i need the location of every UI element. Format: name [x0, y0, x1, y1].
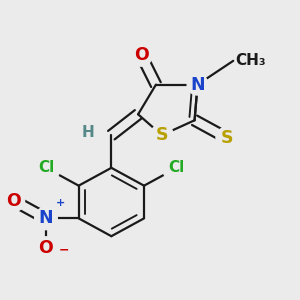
- Circle shape: [163, 154, 191, 182]
- Text: S: S: [156, 126, 168, 144]
- Circle shape: [187, 74, 208, 95]
- Text: −: −: [58, 243, 69, 256]
- Text: S: S: [221, 129, 233, 147]
- Text: O: O: [39, 239, 53, 257]
- Text: N: N: [190, 76, 205, 94]
- Text: +: +: [56, 199, 65, 208]
- Text: O: O: [134, 46, 148, 64]
- Circle shape: [2, 189, 25, 212]
- Text: N: N: [39, 209, 53, 227]
- Text: O: O: [6, 191, 21, 209]
- Circle shape: [32, 154, 60, 182]
- Circle shape: [151, 124, 173, 146]
- Circle shape: [130, 44, 152, 66]
- Circle shape: [216, 127, 239, 149]
- Circle shape: [35, 237, 57, 260]
- Circle shape: [35, 207, 57, 230]
- Text: CH₃: CH₃: [236, 53, 266, 68]
- Text: Cl: Cl: [169, 160, 185, 175]
- Text: H: H: [81, 125, 94, 140]
- Text: Cl: Cl: [38, 160, 54, 175]
